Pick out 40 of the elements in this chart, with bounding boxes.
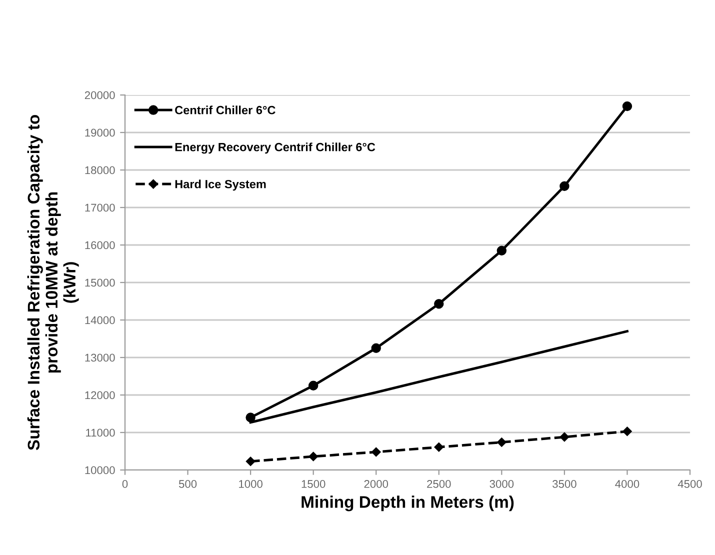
x-tick-label: 2500 bbox=[427, 480, 451, 488]
point bbox=[622, 101, 632, 112]
x-tick-label: 500 bbox=[178, 480, 197, 488]
y-tick-label: 16000 bbox=[85, 241, 115, 250]
x-tick-label: 1500 bbox=[302, 480, 326, 488]
point bbox=[497, 438, 506, 447]
point bbox=[622, 426, 632, 436]
point bbox=[560, 432, 570, 442]
point bbox=[308, 452, 318, 462]
y-tick-label: 10000 bbox=[85, 466, 115, 474]
x-tick-label: 3500 bbox=[552, 480, 576, 488]
x-tick-label: 3000 bbox=[490, 480, 514, 488]
x-tick-label: 2000 bbox=[364, 480, 388, 488]
x-tick-label: 0 bbox=[122, 480, 128, 488]
y-tick-label: 17000 bbox=[85, 204, 115, 212]
x-tick-label: 1000 bbox=[239, 480, 262, 488]
legend-label: Energy Recovery Centrif Chiller 6°C bbox=[175, 142, 376, 154]
point bbox=[246, 456, 256, 466]
y-axis-title: Surface Installed Refrigeration Capacity to provide 10MW at depth (kWr) bbox=[27, 115, 79, 450]
point bbox=[246, 412, 256, 422]
point bbox=[308, 380, 318, 390]
y-tick-label: 12000 bbox=[85, 391, 115, 400]
legend-label: Centrif Chiller 6°C bbox=[175, 106, 276, 114]
y-tick-label: 20000 bbox=[84, 91, 115, 100]
point bbox=[434, 442, 444, 452]
point bbox=[496, 246, 507, 256]
point bbox=[371, 447, 381, 457]
y-tick-label: 11000 bbox=[86, 428, 115, 437]
y-tick-label: 19000 bbox=[85, 128, 115, 137]
point bbox=[434, 299, 444, 309]
legend-label: Hard Ice System bbox=[175, 180, 266, 191]
y-tick-label: 18000 bbox=[85, 166, 115, 174]
y-tick-label: 13000 bbox=[85, 354, 115, 362]
point bbox=[371, 343, 381, 353]
x-axis-title: Mining Depth in Meters (m) bbox=[302, 496, 514, 512]
x-tick-label: 4500 bbox=[678, 480, 702, 488]
x-tick-label: 4000 bbox=[615, 480, 640, 488]
y-tick-label: 15000 bbox=[85, 278, 115, 287]
point bbox=[560, 181, 570, 191]
y-tick-label: 14000 bbox=[85, 316, 115, 324]
